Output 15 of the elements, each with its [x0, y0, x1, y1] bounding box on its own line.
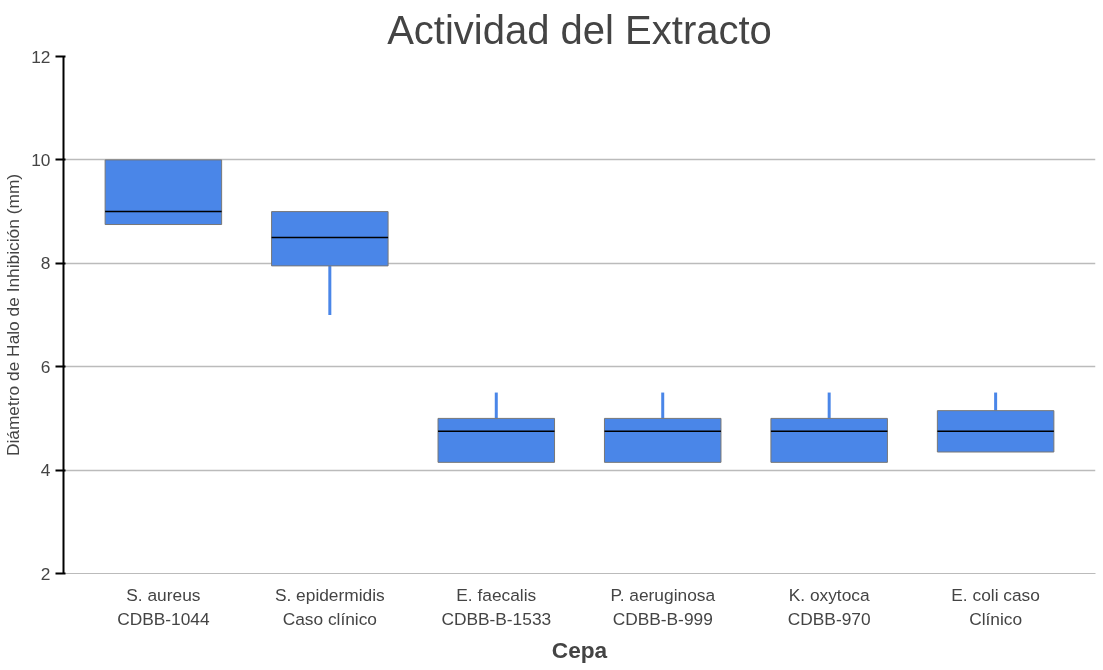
y-axis-title: Diámetro de Halo de Inhibición (mm)	[3, 173, 24, 457]
y-tick-label: 10	[31, 149, 51, 170]
y-tick-label: 4	[40, 460, 51, 481]
y-tick-label: 2	[40, 563, 51, 584]
x-axis-title: Cepa	[551, 636, 608, 663]
chart-title: Actividad del Extracto	[387, 7, 772, 52]
y-tick-label: 12	[31, 46, 51, 67]
x-tick-label: S. epidermidis Caso clínico	[274, 584, 386, 629]
x-tick-label: E. faecalis CDBB-B-1533	[441, 584, 552, 629]
y-tick-label: 8	[40, 253, 51, 274]
x-tick-label: K. oxytoca CDBB-970	[787, 584, 871, 629]
x-tick-label: E. coli caso Clínico	[951, 584, 1040, 629]
x-tick-label: P. aeruginosa CDBB-B-999	[610, 584, 716, 629]
x-tick-label: S. aureus CDBB-1044	[117, 584, 210, 629]
y-tick-label: 6	[40, 356, 51, 377]
